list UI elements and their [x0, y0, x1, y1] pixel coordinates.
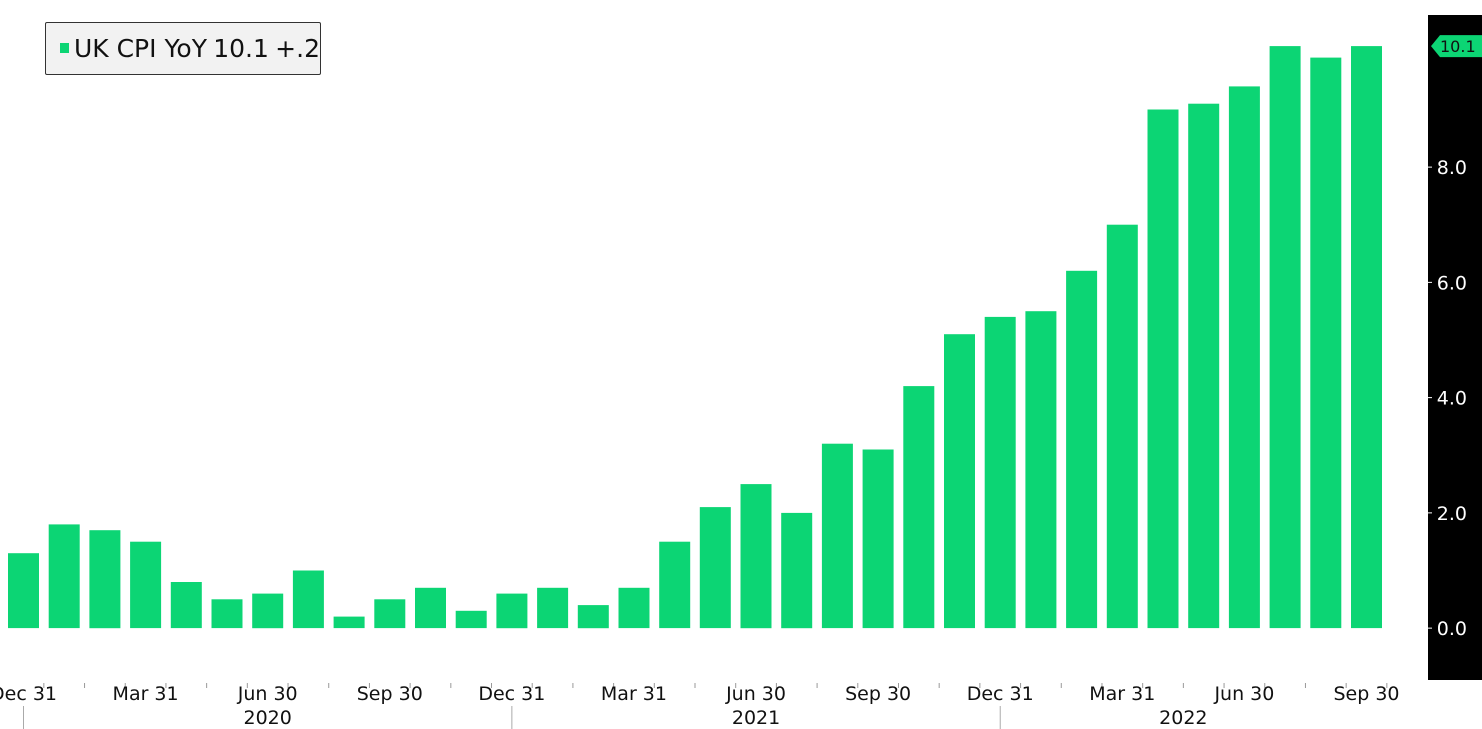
bar-2021-08-31: [821, 443, 853, 629]
x-year-label: 2020: [244, 707, 292, 729]
x-tick-label: Mar 31: [601, 683, 667, 705]
last-value-label: 10.1: [1440, 37, 1476, 56]
bar-2021-02-28: [577, 605, 609, 629]
y-tick-label: 8.0: [1437, 157, 1467, 179]
x-tick-label: Jun 30: [1213, 683, 1274, 705]
x-tick-label: Sep 30: [1333, 683, 1399, 705]
bar-2022-05-31: [1188, 103, 1220, 629]
bar-2020-12-31: [496, 593, 528, 629]
bar-2020-05-31: [211, 599, 243, 629]
bar-2021-09-30: [862, 449, 894, 629]
bar-2022-02-28: [1066, 270, 1098, 629]
bar-2021-07-31: [781, 512, 813, 629]
bar-2021-05-31: [699, 507, 731, 629]
bar-2022-06-30: [1228, 86, 1260, 629]
x-tick-label: Sep 30: [357, 683, 423, 705]
y-tick-label: 4.0: [1437, 388, 1467, 410]
bar-2022-08-31: [1310, 57, 1342, 629]
bar-2020-01-31: [48, 524, 80, 629]
legend: UK CPI YoY 10.1 +.2: [45, 22, 321, 75]
bar-2021-06-30: [740, 484, 772, 629]
x-tick-label: Jun 30: [725, 683, 786, 705]
y-tick-label: 0.0: [1437, 618, 1467, 640]
x-tick-label: Dec 31: [478, 683, 545, 705]
bar-2020-10-31: [415, 587, 446, 629]
bar-2021-12-31: [984, 316, 1016, 629]
last-value-marker: [1431, 35, 1482, 58]
legend-series-name: UK CPI YoY: [73, 34, 207, 63]
bar-2020-07-31: [292, 570, 324, 629]
legend-change: +.2: [275, 34, 320, 63]
y-tick-label: 2.0: [1437, 503, 1467, 525]
y-tick-label: 6.0: [1437, 272, 1467, 294]
bar-2022-03-31: [1106, 224, 1138, 629]
x-tick-label: Dec 31: [967, 683, 1034, 705]
y-axis-panel: [1428, 15, 1482, 680]
bar-2022-01-31: [1025, 311, 1057, 629]
bar-2019-12-31: [8, 553, 39, 629]
x-year-label: 2021: [732, 707, 780, 729]
bar-2021-03-31: [618, 587, 650, 629]
x-tick-label: Mar 31: [1089, 683, 1155, 705]
bar-2022-04-30: [1147, 109, 1179, 629]
legend-last-value: 10.1: [213, 34, 269, 63]
bar-2020-08-31: [333, 616, 365, 629]
x-tick-label: Jun 30: [237, 683, 298, 705]
x-tick-label: Sep 30: [845, 683, 911, 705]
x-year-label: 2022: [1159, 707, 1207, 729]
x-tick-label: Mar 31: [113, 683, 179, 705]
bar-2021-11-30: [944, 334, 975, 629]
bar-2020-04-30: [170, 582, 202, 629]
x-tick-label: Dec 31: [0, 683, 57, 705]
bar-2020-09-30: [374, 599, 406, 629]
bar-2020-02-29: [89, 530, 121, 629]
bar-2021-10-31: [903, 386, 935, 629]
bar-2021-01-31: [537, 587, 569, 629]
bar-2022-07-31: [1269, 46, 1301, 629]
bar-2020-03-31: [130, 541, 162, 629]
bar-2022-09-30: [1351, 46, 1382, 629]
bar-2021-04-30: [659, 541, 691, 629]
bar-2020-11-30: [455, 610, 487, 629]
bar-2020-06-30: [252, 593, 284, 629]
legend-swatch: [60, 42, 69, 53]
